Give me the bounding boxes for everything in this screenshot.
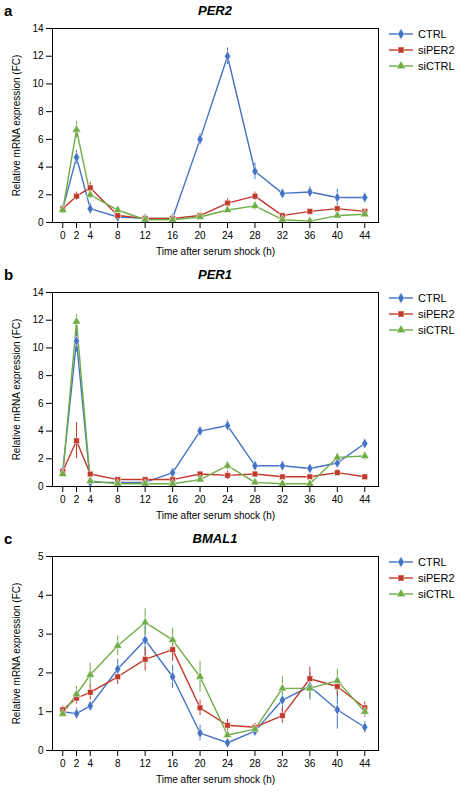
- svg-text:40: 40: [332, 758, 344, 769]
- svg-text:12: 12: [32, 50, 44, 61]
- svg-text:Time after serum shock (h): Time after serum shock (h): [156, 246, 275, 257]
- svg-text:10: 10: [32, 78, 44, 89]
- html-text:siPER2: siPER2: [418, 572, 455, 584]
- svg-text:0: 0: [60, 494, 66, 505]
- html-text:siPER2: siPER2: [418, 44, 455, 56]
- svg-text:20: 20: [194, 230, 206, 241]
- svg-text:2: 2: [38, 453, 44, 464]
- svg-text:44: 44: [359, 758, 371, 769]
- svg-text:Time after serum shock (h): Time after serum shock (h): [156, 774, 275, 785]
- svg-text:2: 2: [74, 230, 80, 241]
- html-text:b: b: [4, 266, 14, 283]
- html-text:PER1: PER1: [198, 267, 232, 282]
- svg-text:36: 36: [304, 494, 316, 505]
- svg-text:16: 16: [167, 494, 179, 505]
- svg-text:Relative mRNA expression (FC): Relative mRNA expression (FC): [11, 583, 22, 725]
- svg-text:4: 4: [87, 494, 93, 505]
- svg-text:0: 0: [60, 758, 66, 769]
- svg-text:32: 32: [277, 494, 289, 505]
- svg-text:14: 14: [32, 23, 44, 34]
- svg-text:36: 36: [304, 230, 316, 241]
- svg-text:3: 3: [38, 628, 44, 639]
- html-text:siCTRL: siCTRL: [418, 60, 455, 72]
- svg-text:40: 40: [332, 494, 344, 505]
- html-text:siPER2: siPER2: [418, 308, 455, 320]
- html-text:siCTRL: siCTRL: [418, 588, 455, 600]
- svg-text:8: 8: [115, 494, 121, 505]
- html-text:siCTRL: siCTRL: [418, 324, 455, 336]
- svg-text:32: 32: [277, 230, 289, 241]
- svg-text:2: 2: [74, 758, 80, 769]
- svg-text:4: 4: [87, 230, 93, 241]
- svg-text:28: 28: [249, 494, 261, 505]
- svg-text:12: 12: [140, 494, 152, 505]
- html-text:a: a: [4, 2, 13, 19]
- svg-text:20: 20: [194, 494, 206, 505]
- svg-text:Relative mRNA expression (FC): Relative mRNA expression (FC): [11, 55, 22, 197]
- html-text:BMAL1: BMAL1: [192, 531, 238, 546]
- svg-text:32: 32: [277, 758, 289, 769]
- svg-text:0: 0: [60, 230, 66, 241]
- svg-text:8: 8: [38, 106, 44, 117]
- svg-text:5: 5: [38, 551, 44, 562]
- svg-text:8: 8: [115, 758, 121, 769]
- svg-text:44: 44: [359, 494, 371, 505]
- svg-text:12: 12: [140, 758, 152, 769]
- svg-text:6: 6: [38, 134, 44, 145]
- html-text:c: c: [4, 530, 13, 547]
- svg-text:10: 10: [32, 342, 44, 353]
- svg-text:2: 2: [38, 667, 44, 678]
- svg-text:24: 24: [222, 494, 234, 505]
- svg-text:0: 0: [38, 481, 44, 492]
- svg-text:4: 4: [38, 590, 44, 601]
- svg-text:36: 36: [304, 758, 316, 769]
- html-text:CTRL: CTRL: [418, 292, 447, 304]
- svg-text:1: 1: [38, 706, 44, 717]
- svg-text:20: 20: [194, 758, 206, 769]
- svg-text:4: 4: [38, 425, 44, 436]
- svg-text:6: 6: [38, 398, 44, 409]
- svg-text:40: 40: [332, 230, 344, 241]
- html-text:PER2: PER2: [198, 3, 232, 18]
- svg-text:8: 8: [38, 370, 44, 381]
- svg-text:16: 16: [167, 758, 179, 769]
- svg-text:Time after serum shock (h): Time after serum shock (h): [156, 510, 275, 521]
- svg-text:16: 16: [167, 230, 179, 241]
- svg-text:44: 44: [359, 230, 371, 241]
- svg-text:24: 24: [222, 758, 234, 769]
- svg-text:Relative mRNA expression (FC): Relative mRNA expression (FC): [11, 319, 22, 461]
- svg-text:0: 0: [38, 745, 44, 756]
- svg-text:2: 2: [74, 494, 80, 505]
- svg-text:8: 8: [115, 230, 121, 241]
- svg-text:2: 2: [38, 189, 44, 200]
- html-text:CTRL: CTRL: [418, 28, 447, 40]
- svg-text:24: 24: [222, 230, 234, 241]
- svg-text:4: 4: [38, 161, 44, 172]
- svg-text:12: 12: [32, 314, 44, 325]
- svg-text:28: 28: [249, 230, 261, 241]
- svg-text:14: 14: [32, 287, 44, 298]
- html-text:CTRL: CTRL: [418, 556, 447, 568]
- svg-text:28: 28: [249, 758, 261, 769]
- svg-text:12: 12: [140, 230, 152, 241]
- svg-text:4: 4: [87, 758, 93, 769]
- svg-text:0: 0: [38, 217, 44, 228]
